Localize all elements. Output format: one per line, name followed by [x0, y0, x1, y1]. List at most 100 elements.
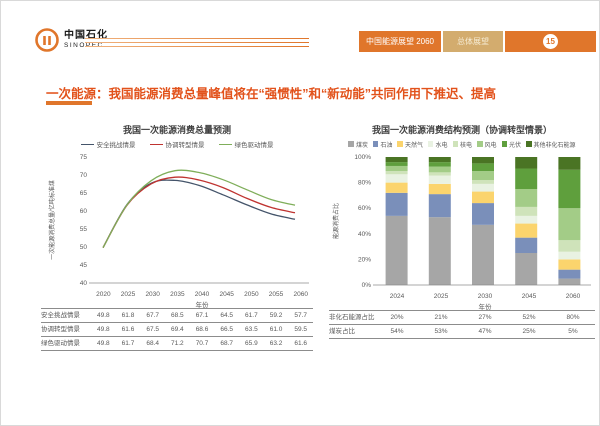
y-tick-label: 45	[80, 262, 88, 269]
legend-square-swatch	[397, 141, 403, 147]
table-row: 非化石能源占比 20% 21% 27% 52% 80%	[329, 310, 595, 324]
bar-segment	[472, 224, 494, 285]
bar-segment	[385, 157, 408, 163]
brand-name-cn: 中国石化	[64, 29, 108, 41]
title-underline	[46, 101, 92, 105]
bar-chart-table: 2024 2025 2030 2045 2060 年份 非化石能源占比 20% 21% 27% 52…	[329, 291, 595, 339]
legend-label: 煤炭	[355, 142, 368, 149]
legend-item: 核电	[452, 140, 473, 149]
total-consumption-panel: 我国一次能源消费总量预测 安全挑战情景 协调转型情景 绿色驱动情景 40 45 50 55…	[41, 123, 313, 351]
bar-segment	[428, 162, 451, 167]
data-table: 2024 2025 2030 2045 2060 年份 非化石能源占比 20% 21% 27% 52…	[329, 291, 595, 339]
bar-segment	[472, 157, 494, 164]
bar-segment	[428, 194, 451, 218]
bar-segment	[472, 183, 494, 192]
table-row: 安全挑战情景 49.8 61.8 67.7 68.5 67.1 64.5 61.7 59.2 57…	[41, 308, 313, 322]
table-cell: 68.4	[146, 340, 159, 347]
legend-square-swatch	[427, 141, 434, 147]
bar-segment	[515, 157, 538, 169]
y-tick-label: 60%	[358, 205, 371, 212]
table-cell: 27%	[478, 314, 492, 321]
legend-item: 其他非化石能源	[526, 140, 576, 149]
page-number-badge: 15	[505, 31, 596, 52]
table-cell: 61.6	[294, 340, 308, 347]
table-cell: 59.2	[269, 312, 283, 319]
legend-square-swatch	[477, 141, 483, 147]
legend-item: 安全挑战情景	[80, 139, 136, 149]
row-label: 绿色驱动情景	[41, 339, 80, 347]
y-tick-label: 70	[80, 172, 88, 179]
bar-segment	[428, 157, 451, 163]
legend-square-swatch	[452, 141, 458, 147]
table-cell: 61.7	[121, 340, 135, 347]
table-row: 绿色驱动情景 49.8 61.7 68.4 71.2 70.7 68.7 65.9 63.2 61…	[41, 336, 313, 350]
series-line	[102, 169, 296, 249]
table-cell: 67.5	[146, 326, 159, 333]
bar-segment	[428, 175, 451, 184]
bar-segment	[385, 174, 408, 183]
table-body: 非化石能源占比 20% 21% 27% 52% 80% 煤炭占比 54% 53% 47% 25% 5%	[329, 310, 595, 339]
y-tick-label: 20%	[358, 256, 371, 263]
year-header-cell: 2020	[96, 290, 111, 298]
y-tick-label: 75	[80, 154, 88, 161]
line-chart: 40 45 50 55 60 65 70 75 一次能源消费总量/亿吨标准煤	[48, 154, 309, 287]
table-cell: 49.8	[97, 340, 110, 347]
table-cell: 61.0	[269, 326, 283, 333]
bar-segment	[472, 171, 494, 181]
x-axis-label: 年份	[478, 304, 492, 311]
year-header-row: 2020 2025 2030 2035 2040 2045 2050 2055 2060	[41, 289, 313, 299]
table-cell: 49.8	[97, 326, 110, 333]
y-tick-label: 100%	[354, 154, 371, 161]
table-corner	[41, 289, 91, 299]
legend-item: 光伏	[501, 140, 522, 149]
data-table: 2020 2025 2030 2035 2040 2045 2050 2055 2060 年份 安全…	[41, 289, 313, 351]
table-cell: 68.6	[195, 326, 209, 333]
page-number: 15	[543, 34, 558, 49]
legend-item: 协调转型情景	[149, 139, 205, 149]
year-header-cell: 2030	[145, 290, 160, 298]
bar-segment	[515, 168, 538, 189]
table-cell: 80%	[566, 314, 580, 321]
legend-line-swatch	[80, 143, 94, 145]
y-tick-label: 40	[80, 280, 88, 287]
bar-segment	[472, 203, 494, 225]
legend-label: 核电	[460, 142, 473, 149]
series-line	[102, 179, 296, 249]
table-cell: 67.1	[195, 312, 209, 319]
table-cell: 67.7	[146, 312, 159, 319]
bar-segment	[515, 253, 538, 285]
bar-segment	[558, 251, 581, 260]
bar-segment	[558, 278, 581, 285]
section-badge: 总体展望	[443, 31, 503, 52]
y-tick-label: 80%	[358, 180, 371, 187]
bar-segment	[472, 163, 494, 172]
bar-segment	[385, 215, 408, 285]
bar-segment	[385, 171, 408, 175]
legend-label: 其他非化石能源	[533, 142, 576, 149]
legend-label: 光伏	[509, 142, 522, 149]
bar-chart-legend: 煤炭 石油 天然气 水电 核电 风电 光伏 其他非化石能源	[329, 137, 595, 151]
legend-line-swatch	[149, 143, 163, 145]
table-cell: 49.8	[97, 312, 110, 319]
bar-segment	[515, 215, 538, 224]
legend-line-swatch	[218, 143, 232, 145]
legend-item: 煤炭	[348, 140, 368, 149]
legend-square-swatch	[526, 141, 532, 147]
year-header-row: 2024 2025 2030 2045 2060	[329, 291, 595, 301]
bar-segment	[515, 189, 538, 207]
line-chart-table: 2020 2025 2030 2035 2040 2045 2050 2055 2060 年份 安全…	[41, 289, 313, 351]
legend-label: 安全挑战情景	[96, 142, 136, 149]
bar-segment	[558, 169, 581, 209]
table-cell: 68.7	[220, 340, 234, 347]
legend-square-swatch	[372, 141, 379, 147]
report-title-badge: 中国能源展望 2060	[359, 31, 441, 52]
legend-item: 风电	[477, 140, 497, 149]
table-body: 安全挑战情景 49.8 61.8 67.7 68.5 67.1 64.5 61.7 59.2 57…	[41, 308, 313, 351]
year-header-cell: 2030	[477, 292, 493, 300]
legend-label: 天然气	[404, 142, 423, 149]
brand-name-en: SINOPEC	[64, 41, 104, 49]
slide-title: 一次能源：我国能源消费总量峰值将在“强惯性”和“新动能”共同作用下推迟、提高	[46, 87, 497, 101]
sinopec-emblem-icon	[35, 28, 59, 52]
legend-item: 石油	[372, 140, 392, 149]
